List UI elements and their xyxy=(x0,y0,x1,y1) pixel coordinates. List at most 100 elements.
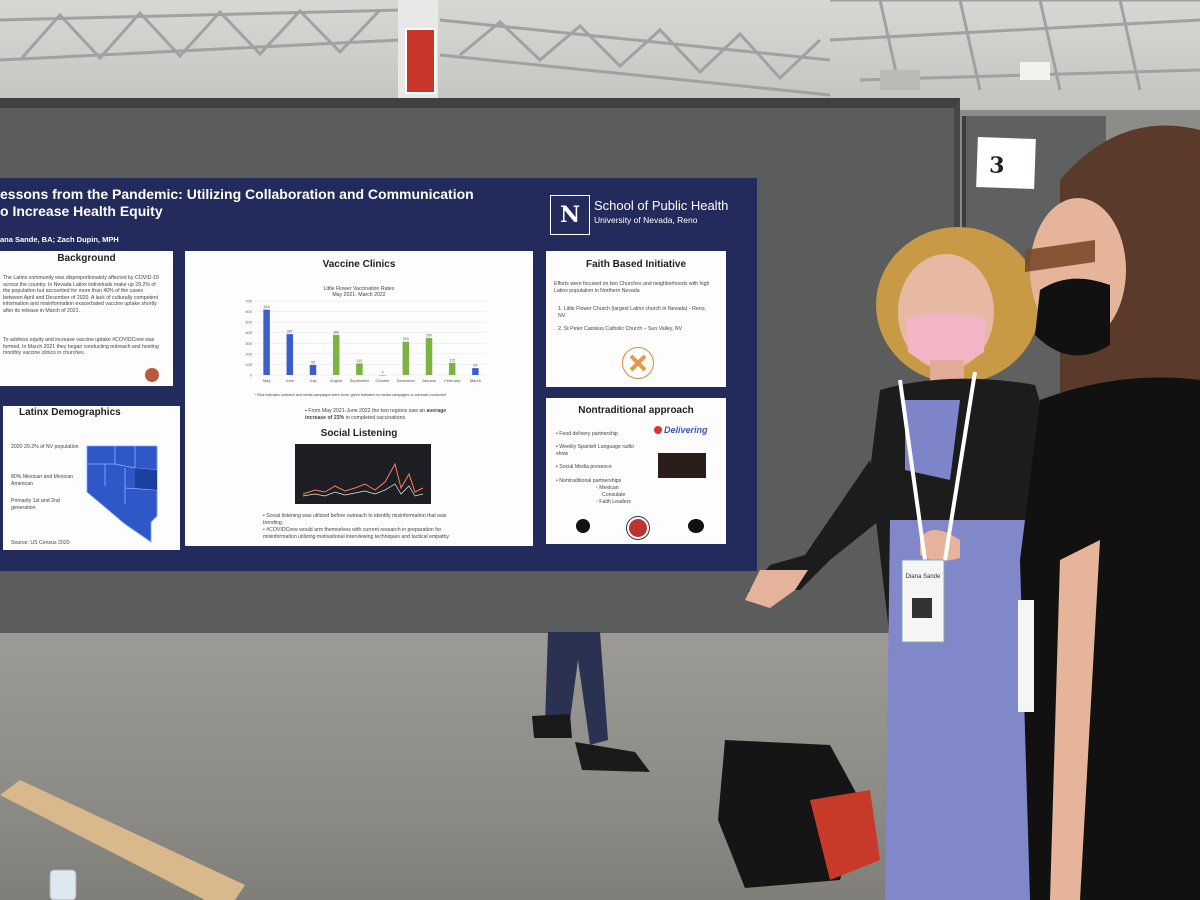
social-listening-graph-image xyxy=(295,444,431,504)
chart-data-label: 95 xyxy=(311,360,315,364)
chart-bar xyxy=(309,364,317,375)
water-bottle xyxy=(49,869,77,900)
chart-category-label: February xyxy=(444,378,460,383)
nontrad-item-3-text: Social Media presence xyxy=(559,464,612,470)
chart-ytick-label: 500 xyxy=(245,320,252,325)
chart-data-label: 387 xyxy=(287,330,293,334)
nontrad-item-1: • Food delivery partnership xyxy=(556,431,618,437)
nontrad-subitem-3-text: Faith Leaders xyxy=(599,499,632,505)
presenter-woman: Diana Sande xyxy=(745,227,1060,900)
nontrad-item-4: • Nontraditional partnerships xyxy=(556,478,622,484)
vaccine-clinics-panel: Vaccine Clinics Little Flower Vaccinatio… xyxy=(185,251,533,546)
chart-category-label: June xyxy=(285,378,294,383)
nontrad-item-2: • Weekly Spanish Language radio show xyxy=(556,444,634,457)
chart-ytick-label: 600 xyxy=(245,309,252,314)
faith-intro: Efforts were focused on two Churches and… xyxy=(554,281,710,294)
chart-subtitle: May 2021- March 2022 xyxy=(332,292,386,298)
school-name: School of Public Health xyxy=(594,198,729,213)
chart-data-label: 380 xyxy=(333,330,339,334)
exhibit-hall-ceiling xyxy=(0,0,1200,110)
faith-item-1-text: Little Flower Church (largest Latinx chu… xyxy=(558,306,706,319)
demographics-line-1: 2020 29.2% of NV population xyxy=(11,444,79,450)
vaccination-bar-chart: 0 100 200 300 400 500 600 700 618 May 387 June 95 Jul… xyxy=(245,299,487,383)
vaccine-bullet-pre: From May 2021-June 2022 the two regions … xyxy=(308,408,426,414)
chart-category-label: August xyxy=(330,378,343,383)
faith-item-2-text: St Peter Canisius Catholic Church – Sun … xyxy=(563,326,683,332)
chart-category-label: March xyxy=(470,378,481,383)
chart-bar xyxy=(332,334,340,375)
partner-logo-2-icon xyxy=(627,517,649,539)
chart-ytick-label: 400 xyxy=(245,330,252,335)
poster-title-line-1: essons from the Pandemic: Utilizing Coll… xyxy=(0,186,474,202)
partner-logo-3-icon xyxy=(688,519,704,533)
chart-category-label: October xyxy=(375,378,390,383)
delivering-logo: Delivering xyxy=(664,425,708,435)
background-paragraph-2: To address equity and increase vaccine u… xyxy=(3,337,159,357)
chart-bar xyxy=(425,338,433,375)
chart-category-label: December xyxy=(397,378,416,383)
nontrad-subitem-1: ◦ Mexican xyxy=(596,485,619,491)
chart-bar xyxy=(448,362,456,375)
faith-item-2: 2. St Peter Canisius Catholic Church – S… xyxy=(558,326,683,332)
nevada-map-icon xyxy=(86,445,158,543)
faith-based-panel: Faith Based Initiative Efforts were focu… xyxy=(546,251,726,387)
viewer-woman xyxy=(1018,125,1200,900)
nontrad-subitem-1-text: Mexican xyxy=(599,485,619,491)
chart-data-label: 115 xyxy=(449,358,455,362)
chart-bar xyxy=(356,363,363,375)
nontrad-item-2-text: Weekly Spanish Language radio show xyxy=(556,444,634,457)
chart-bar xyxy=(286,334,294,375)
background-person-legs xyxy=(532,632,650,772)
chart-note: * Blue indicates outreach and media camp… xyxy=(255,393,446,397)
chart-data-label: 350 xyxy=(426,334,432,338)
chart-bar xyxy=(263,309,270,375)
nontrad-subitem-2: Consulate xyxy=(602,492,626,498)
chart-data-label: 618 xyxy=(264,305,270,309)
vaccine-bullet-bold: average increase of 23% xyxy=(305,408,447,421)
presenter-badge-text: Diana Sande xyxy=(906,574,941,580)
nontrad-item-3: • Social Media presence xyxy=(556,464,612,470)
university-logo-mark: N xyxy=(550,195,590,235)
chart-ytick-label: 200 xyxy=(245,351,252,356)
chart-data-label: 315 xyxy=(403,337,409,341)
no-vaccine-badge-icon xyxy=(622,347,654,379)
background-heading: Background xyxy=(57,253,116,264)
nontraditional-heading: Nontraditional approach xyxy=(578,405,694,416)
demographics-line-2: 80% Mexican and Mexican American xyxy=(11,474,73,487)
faith-item-1: 1. Little Flower Church (largest Latinx … xyxy=(558,306,706,319)
red-item-in-bag xyxy=(810,790,880,880)
poster-authors: ana Sande, BA; Zach Dupin, MPH xyxy=(0,235,119,244)
chart-data-label: 0 xyxy=(382,371,384,375)
chart-ytick-label: 300 xyxy=(245,341,252,346)
social-bullet-2-text: #COVIDCrew would arm themselves with cur… xyxy=(263,527,449,540)
social-bullet-1-text: Social listening was utilized before out… xyxy=(263,513,447,526)
chart-title: Little Flower Vaccination Rates xyxy=(323,286,395,292)
radio-show-thumbnail xyxy=(658,453,706,478)
demographics-panel: Latinx Demographics 2020 29.2% of NV pop… xyxy=(3,406,180,550)
nontraditional-panel: Nontraditional approach • Food delivery … xyxy=(546,398,726,544)
chart-data-label: 110 xyxy=(357,359,363,363)
nontrad-item-1-text: Food delivery partnership xyxy=(559,431,618,437)
poster-title: essons from the Pandemic: Utilizing Coll… xyxy=(0,186,520,220)
nontrad-item-4-text: Nontraditional partnerships xyxy=(559,478,622,484)
chart-category-label: January xyxy=(422,378,436,383)
background-panel: Background The Latinx community was disp… xyxy=(0,251,173,386)
social-listening-line-graphic xyxy=(302,462,424,497)
chart-category-label: September xyxy=(350,378,370,383)
fire-extinguisher-sign xyxy=(405,28,436,94)
ceiling-truss-graphic xyxy=(0,0,1200,97)
chart-ytick-label: 700 xyxy=(245,299,252,304)
demographics-line-3: Primarily 1st and 2nd generation xyxy=(11,498,60,511)
research-poster: essons from the Pandemic: Utilizing Coll… xyxy=(0,178,757,571)
poster-tube xyxy=(0,780,245,900)
nontrad-subitem-3: ◦ Faith Leaders xyxy=(596,499,632,505)
faith-heading: Faith Based Initiative xyxy=(585,259,687,270)
chart-data-label: 65 xyxy=(473,364,477,368)
chart-category-label: July xyxy=(309,378,316,383)
vaccine-bullet-post: in completed vaccinations xyxy=(345,414,406,421)
chart-bar xyxy=(402,341,410,375)
partner-logo-1-icon xyxy=(576,519,590,533)
demographics-source: Source: US Census 2020 xyxy=(11,540,70,546)
chart-ytick-label: 0 xyxy=(250,373,253,378)
